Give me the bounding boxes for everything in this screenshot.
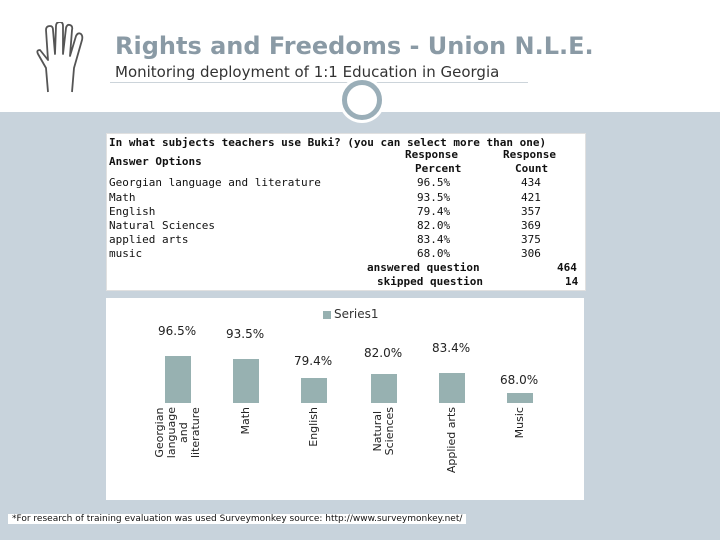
survey-question: In what subjects teachers use Buki? (you…	[109, 136, 547, 149]
chart-data-label: 83.4%	[432, 340, 471, 355]
skipped-question-value: 14	[565, 275, 579, 288]
chart-category-label: Music	[513, 407, 526, 439]
table-row-count: 375	[521, 233, 541, 246]
chart-bar	[301, 377, 327, 403]
table-row-option: Math	[109, 191, 136, 204]
table-row-count: 357	[521, 205, 541, 218]
table-row-count: 421	[521, 191, 541, 204]
table-row-percent: 93.5%	[417, 191, 451, 204]
chart-data-label: 68.0%	[500, 372, 539, 387]
col-header-percent-line2: Percent	[415, 162, 462, 175]
table-row-option: Natural Sciences	[109, 219, 215, 232]
chart-bar	[507, 392, 533, 403]
legend-label: Series1	[334, 307, 379, 321]
table-row-percent: 68.0%	[417, 247, 451, 260]
chart-bar	[233, 359, 259, 403]
chart-bar	[371, 374, 397, 403]
col-header-count-line2: Count	[515, 162, 549, 175]
slide-title: Rights and Freedoms - Union N.L.E.	[115, 32, 594, 60]
answered-question-value: 464	[557, 261, 577, 274]
table-row-option: applied arts	[109, 233, 189, 246]
table-row-option: Georgian language and literature	[109, 176, 321, 189]
col-header-answer-options: Answer Options	[109, 155, 202, 168]
chart-category-label: Applied arts	[445, 407, 458, 474]
skipped-question-label: skipped question	[377, 275, 483, 288]
table-row-percent: 79.4%	[417, 205, 451, 218]
col-header-count-line1: Response	[503, 148, 556, 161]
survey-results-table: In what subjects teachers use Buki? (you…	[106, 133, 586, 291]
table-row-percent: 96.5%	[417, 176, 451, 189]
chart-bar	[165, 355, 191, 403]
circle-icon	[342, 80, 382, 120]
chart-category-label: Georgian language and literature	[153, 407, 202, 459]
chart-category-label: Natural Sciences	[371, 407, 396, 456]
table-row-count: 306	[521, 247, 541, 260]
table-row-count: 434	[521, 176, 541, 189]
chart-legend: Series1	[323, 307, 379, 321]
table-row-count: 369	[521, 219, 541, 232]
chart-category-label: Math	[239, 407, 252, 435]
answered-question-label: answered question	[367, 261, 480, 274]
slide-subtitle: Monitoring deployment of 1:1 Education i…	[115, 63, 500, 81]
header-divider	[110, 82, 528, 83]
chart-bar	[439, 372, 465, 403]
chart-data-label: 93.5%	[226, 327, 265, 342]
chart-data-label: 82.0%	[364, 346, 403, 361]
chart-data-label: 79.4%	[294, 353, 333, 368]
col-header-percent-line1: Response	[405, 148, 458, 161]
table-row-percent: 82.0%	[417, 219, 451, 232]
table-row-option: music	[109, 247, 143, 260]
legend-swatch	[323, 310, 331, 319]
chart-data-label: 96.5%	[158, 323, 197, 338]
table-row-option: English	[109, 205, 156, 218]
table-row-percent: 83.4%	[417, 233, 451, 246]
chart-category-label: English	[307, 407, 320, 447]
hand-icon	[36, 22, 84, 93]
footnote: *For research of training evaluation was…	[8, 514, 467, 524]
